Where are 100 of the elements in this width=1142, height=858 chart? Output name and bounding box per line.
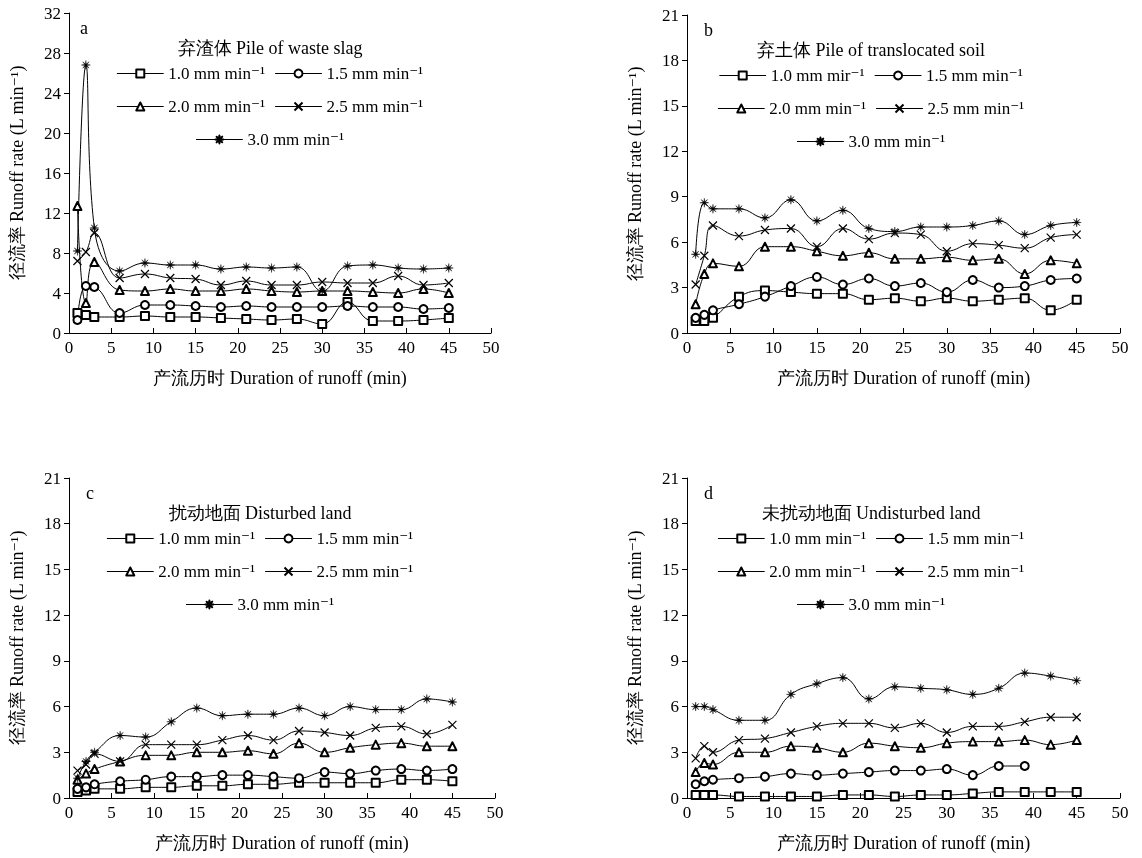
y-tick-label: 6 [670, 697, 679, 717]
x-tick-label: 5 [726, 338, 735, 357]
y-tick-label: 12 [662, 141, 679, 161]
x-tick-label: 40 [1024, 803, 1042, 822]
x-tick-label: 25 [895, 803, 912, 822]
y-tick-label: 9 [670, 187, 679, 207]
x-tick-label: 50 [486, 803, 504, 822]
x-tick-label: 50 [1111, 803, 1129, 822]
y-tick-label: 6 [670, 232, 679, 252]
chart-title: a [80, 18, 88, 38]
legend-title: 弃土体 Pile of translocated soil [757, 40, 985, 60]
x-tick-label: 35 [358, 803, 376, 822]
legend-label: 1.0 mm min⁻¹ [769, 529, 867, 548]
legend-label: 2.5 mm min⁻¹ [927, 562, 1025, 581]
y-tick-label: 8 [52, 243, 61, 263]
y-tick-label: 21 [662, 5, 679, 25]
legend-label: 1.5 mm min⁻¹ [926, 66, 1023, 85]
x-tick-label: 45 [440, 338, 458, 357]
y-tick-label: 21 [44, 468, 61, 488]
x-tick-label: 50 [1111, 338, 1129, 357]
chart-title: b [704, 20, 713, 40]
legend-title: 未扰动地面 Undisturbed land [761, 503, 981, 523]
y-tick-label: 6 [52, 697, 61, 717]
y-tick-label: 32 [44, 3, 61, 23]
x-tick-label: 45 [1068, 803, 1086, 822]
x-tick-label: 45 [1068, 338, 1086, 357]
y-axis-title: 径流率 Runoff rate (L min⁻¹) [625, 530, 646, 746]
x-tick-label: 20 [229, 338, 247, 357]
y-tick-label: 9 [670, 651, 679, 671]
x-tick-label: 20 [851, 338, 869, 357]
x-tick-label: 45 [443, 803, 461, 822]
y-axis-title: 径流率 Runoff rate (L min⁻¹) [625, 66, 646, 282]
x-tick-label: 15 [808, 338, 826, 357]
legend-label: 1.0 mm mir⁻¹ [770, 66, 865, 85]
x-tick-label: 25 [271, 338, 289, 357]
y-tick-label: 4 [52, 283, 62, 303]
y-tick-label: 18 [662, 514, 679, 534]
x-tick-label: 40 [398, 338, 416, 357]
y-tick-label: 20 [44, 123, 61, 143]
legend-label: 1.5 mm min⁻¹ [927, 529, 1025, 548]
y-tick-label: 24 [44, 83, 62, 103]
y-tick-label: 12 [44, 605, 61, 625]
y-tick-label: 12 [662, 605, 679, 625]
x-tick-label: 35 [355, 338, 373, 357]
y-tick-label: 0 [670, 323, 679, 343]
x-tick-label: 20 [230, 803, 248, 822]
x-tick-label: 0 [64, 803, 74, 822]
x-axis-title: 产流历时 Duration of runoff (min) [776, 833, 1031, 854]
x-tick-label: 25 [273, 803, 291, 822]
legend-title: 扰动地面 Disturbed land [167, 503, 352, 523]
x-tick-label: 30 [313, 338, 331, 357]
x-tick-label: 15 [187, 338, 205, 357]
x-tick-label: 10 [145, 803, 163, 822]
y-tick-label: 28 [44, 43, 61, 63]
x-tick-label: 5 [726, 803, 735, 822]
y-tick-label: 15 [662, 96, 679, 116]
legend-label: 2.0 mm min⁻¹ [769, 99, 867, 118]
x-tick-label: 35 [981, 803, 999, 822]
legend-label: 2.0 mm min⁻¹ [158, 562, 256, 581]
y-tick-label: 15 [44, 559, 61, 579]
legend-label: 2.5 mm min⁻¹ [326, 97, 424, 116]
y-tick-label: 18 [44, 514, 61, 534]
x-tick-label: 20 [851, 803, 869, 822]
y-axis-title: 径流率 Runoff rate (L min⁻¹) [7, 65, 28, 281]
y-tick-label: 21 [662, 468, 679, 488]
x-tick-label: 30 [316, 803, 334, 822]
legend-label: 3.0 mm min⁻¹ [848, 132, 946, 151]
legend-label: 1.5 mm min⁻¹ [326, 64, 424, 83]
x-axis-title: 产流历时 Duration of runoff (min) [155, 833, 409, 854]
x-tick-label: 25 [895, 338, 912, 357]
legend-label: 2.0 mm min⁻¹ [769, 562, 867, 581]
chart-title: d [704, 483, 713, 503]
legend-label: 2.5 mm min⁻¹ [316, 562, 414, 581]
y-tick-label: 3 [670, 742, 679, 762]
x-tick-label: 30 [938, 803, 956, 822]
x-tick-label: 15 [188, 803, 206, 822]
chart-title: c [86, 483, 94, 503]
legend-label: 2.0 mm min⁻¹ [168, 97, 266, 116]
y-tick-label: 16 [44, 163, 61, 183]
y-tick-label: 12 [44, 203, 61, 223]
y-tick-label: 0 [52, 323, 61, 343]
x-axis-title: 产流历时 Duration of runoff (min) [153, 368, 407, 389]
legend-label: 2.5 mm min⁻¹ [927, 99, 1025, 118]
legend-title: 弃渣体 Pile of waste slag [177, 38, 363, 58]
legend-label: 1.0 mm min⁻¹ [158, 529, 256, 548]
x-tick-label: 5 [106, 338, 116, 357]
legend-label: 1.0 mm min⁻¹ [168, 64, 266, 83]
y-axis-title: 径流率 Runoff rate (L min⁻¹) [7, 530, 28, 746]
x-tick-label: 15 [808, 803, 826, 822]
x-tick-label: 40 [1024, 338, 1042, 357]
x-tick-label: 30 [938, 338, 956, 357]
y-tick-label: 15 [662, 559, 679, 579]
x-tick-label: 10 [765, 338, 783, 357]
x-tick-label: 0 [682, 338, 692, 357]
x-tick-label: 35 [981, 338, 999, 357]
x-tick-label: 5 [107, 803, 116, 822]
x-tick-label: 50 [482, 338, 500, 357]
y-tick-label: 0 [52, 788, 61, 808]
legend-label: 3.0 mm min⁻¹ [247, 130, 345, 149]
legend-label: 3.0 mm min⁻¹ [237, 595, 335, 614]
